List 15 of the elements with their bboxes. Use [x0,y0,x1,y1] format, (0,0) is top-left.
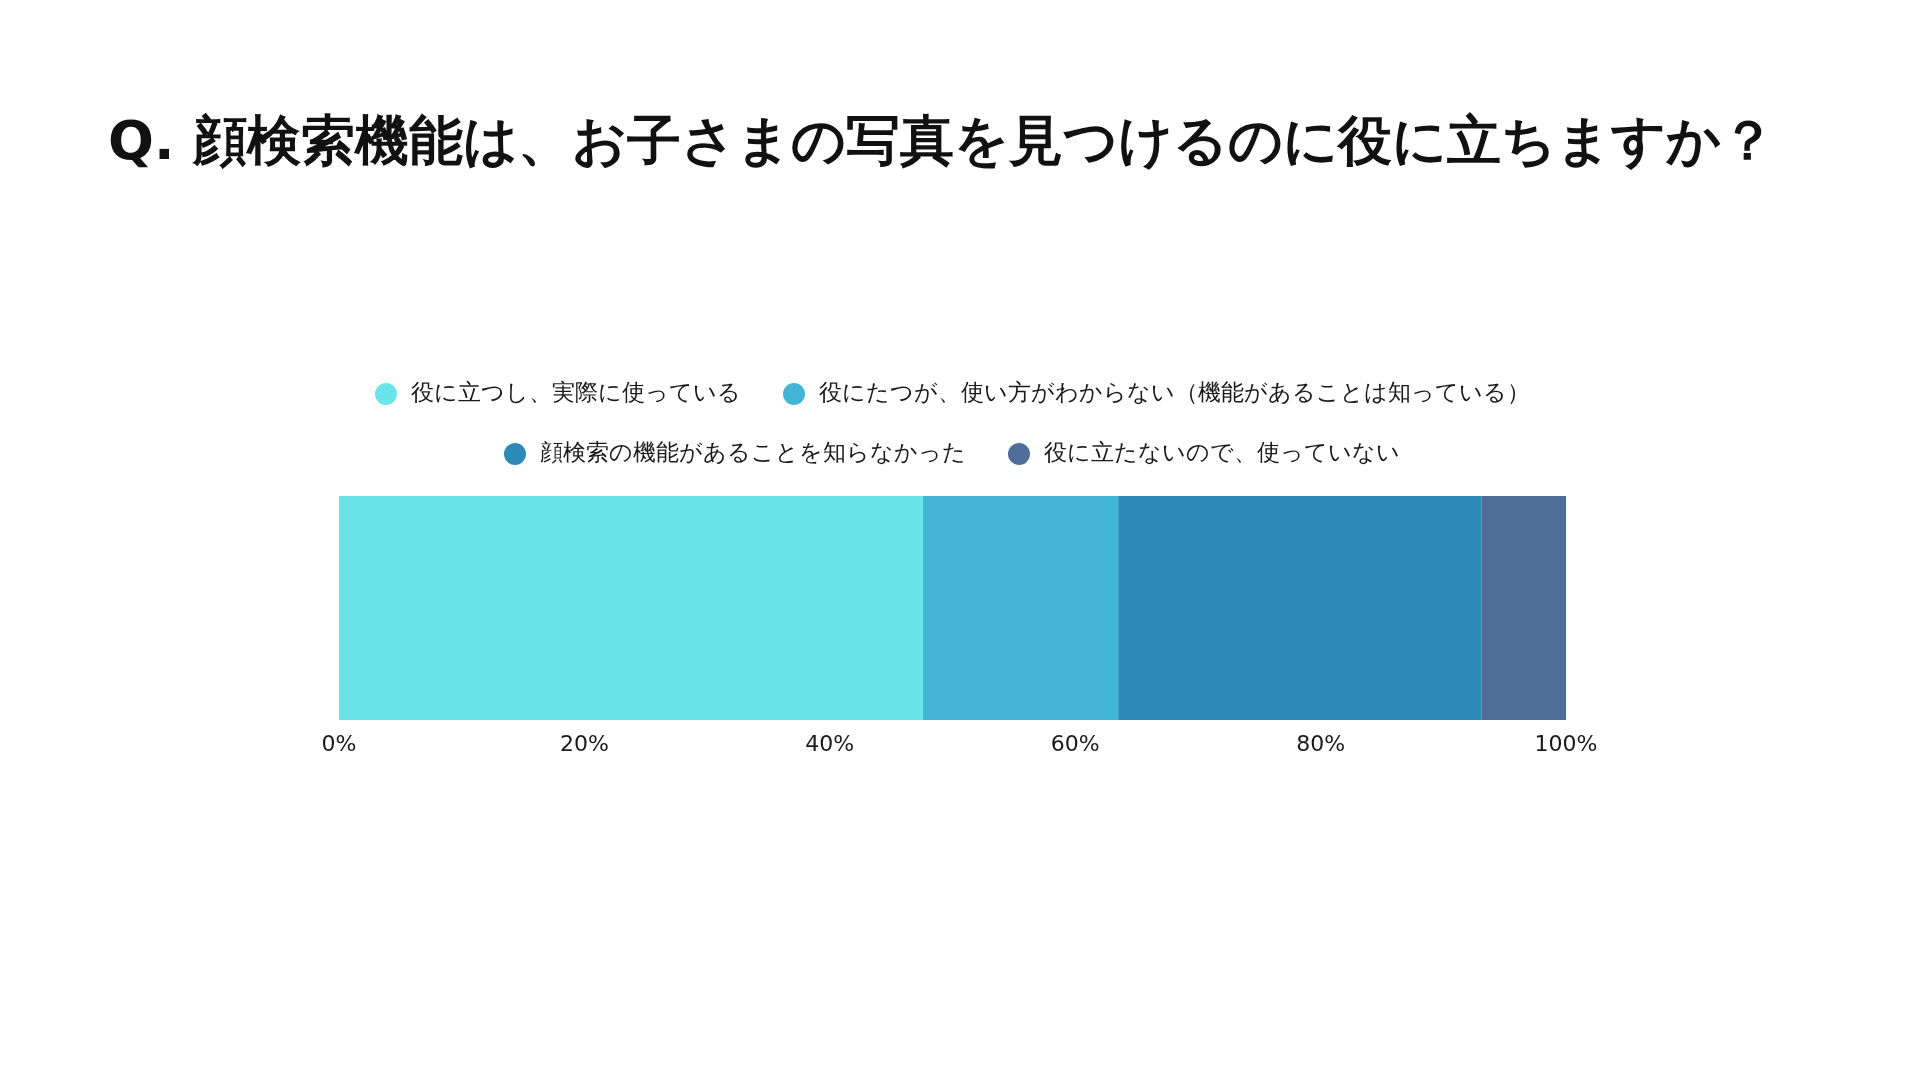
x-tick-label: 40% [805,730,855,756]
x-tick-label: 60% [1050,730,1100,756]
x-tick-label: 100% [1534,730,1598,756]
bar [923,496,1119,720]
legend-label: 顔検索の機能があることを知らなかった [540,439,966,465]
chart-title: Q. 顔検索機能は、お子さまの写真を見つけるのに役に立ちますか？ [108,109,1776,173]
bar [1481,496,1566,720]
legend-label: 役にたつが、使い方がわからない（機能があることは知っている） [818,379,1530,405]
bar [339,496,924,720]
x-tick-label: 0% [321,730,357,756]
legend-label: 役に立つし、実際に使っている [410,379,741,405]
bar [1118,496,1482,720]
x-tick-label: 20% [559,730,609,756]
legend-label: 役に立たないので、使っていない [1044,439,1400,465]
x-tick-label: 80% [1296,730,1346,756]
